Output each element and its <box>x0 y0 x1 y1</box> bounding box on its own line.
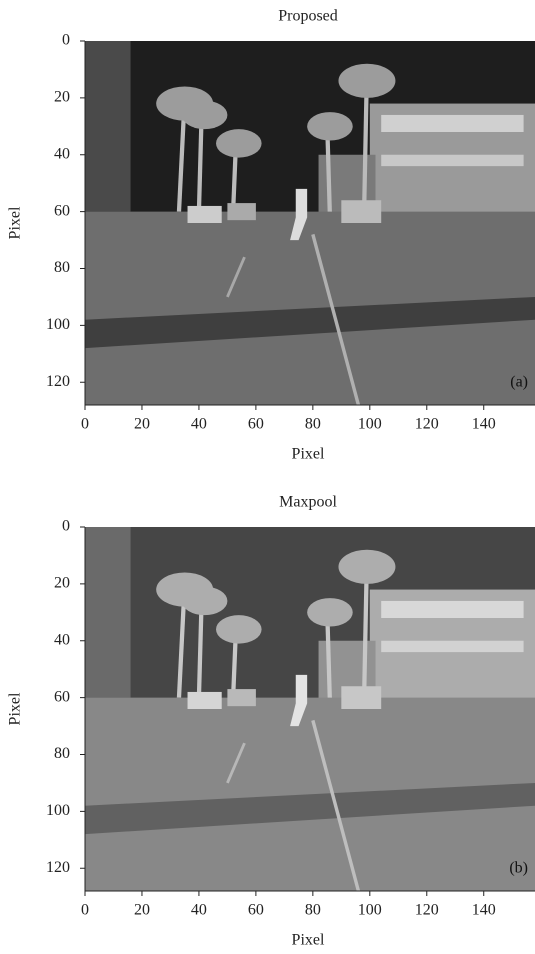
panel-label: (a) <box>510 374 528 391</box>
x-tick-label: 40 <box>191 416 207 433</box>
chart-title: Maxpool <box>279 494 337 511</box>
y-tick-label: 20 <box>54 575 70 592</box>
y-tick-label: 40 <box>54 145 70 162</box>
x-tick-label: 60 <box>248 416 264 433</box>
y-tick-label: 40 <box>54 631 70 648</box>
x-axis-label: Pixel <box>292 446 325 463</box>
x-tick-label: 0 <box>81 902 89 919</box>
x-tick-label: 80 <box>305 416 321 433</box>
image-highlight <box>85 527 535 891</box>
x-tick-label: 120 <box>415 902 439 919</box>
x-tick-label: 100 <box>358 416 382 433</box>
y-tick-label: 120 <box>46 373 70 390</box>
y-tick-label: 0 <box>62 32 70 49</box>
image <box>85 527 535 891</box>
y-axis-label: Pixel <box>7 206 24 239</box>
x-tick-label: 40 <box>191 902 207 919</box>
y-tick-label: 100 <box>46 802 70 819</box>
y-tick-label: 0 <box>62 518 70 535</box>
x-axis-label: Pixel <box>292 932 325 949</box>
chart-title: Proposed <box>278 8 338 25</box>
y-tick-label: 60 <box>54 202 70 219</box>
x-tick-label: 60 <box>248 902 264 919</box>
panel-label: (b) <box>509 860 528 877</box>
figure: 0 20 40 60 80 100 120 0 20 40 60 80 100 120 140 Propose… <box>0 0 535 954</box>
x-tick-label: 0 <box>81 416 89 433</box>
x-tick-label: 140 <box>472 902 496 919</box>
y-tick-label: 20 <box>54 89 70 106</box>
x-tick-label: 120 <box>415 416 439 433</box>
x-tick-label: 20 <box>134 902 150 919</box>
y-tick-label: 120 <box>46 859 70 876</box>
y-tick-label: 100 <box>46 316 70 333</box>
y-tick-label: 60 <box>54 688 70 705</box>
y-tick-label: 80 <box>54 745 70 762</box>
image <box>85 41 535 405</box>
x-tick-label: 140 <box>472 416 496 433</box>
y-tick-label: 80 <box>54 259 70 276</box>
x-tick-label: 20 <box>134 416 150 433</box>
y-axis-label: Pixel <box>7 692 24 725</box>
thermal-image <box>85 41 535 405</box>
x-tick-label: 80 <box>305 902 321 919</box>
x-tick-label: 100 <box>358 902 382 919</box>
